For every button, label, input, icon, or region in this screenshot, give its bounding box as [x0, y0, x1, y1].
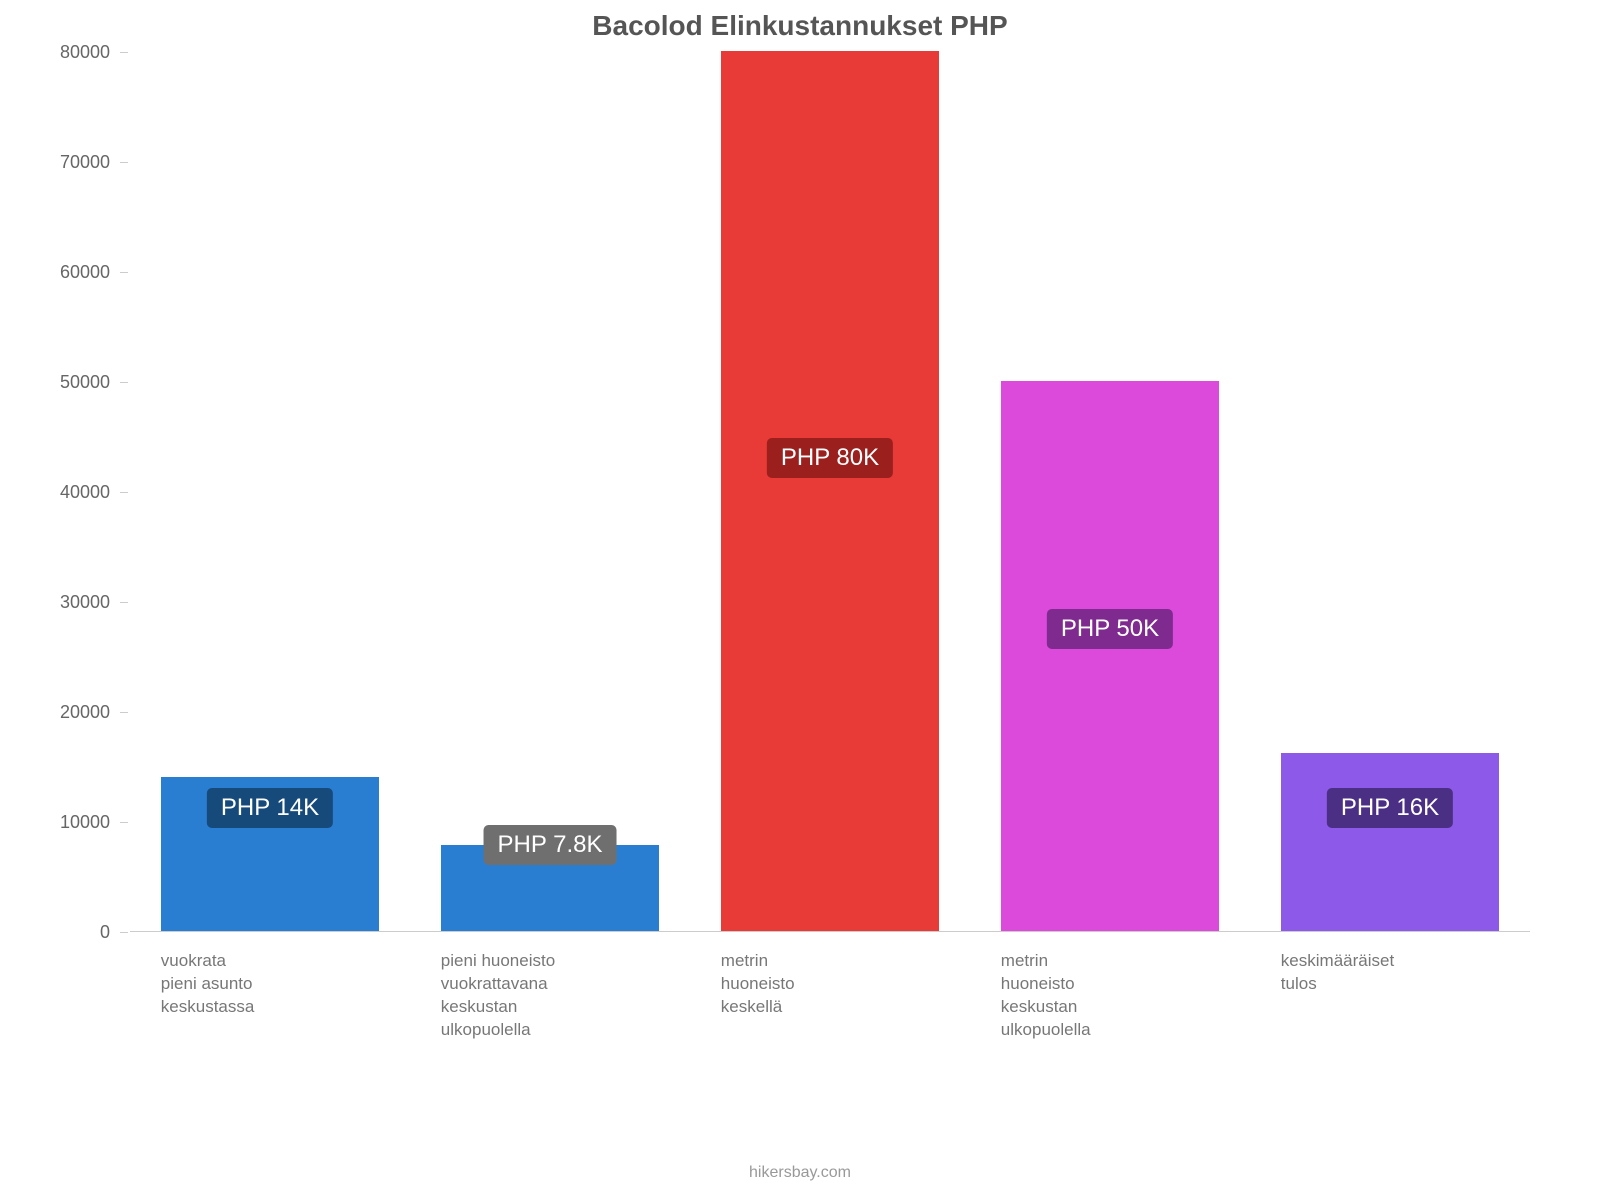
y-tick-label: 50000: [60, 372, 120, 393]
credit-text: hikersbay.com: [0, 1164, 1600, 1182]
bar-slot: PHP 7.8K: [410, 52, 690, 931]
y-tick-mark: [120, 382, 128, 383]
y-tick: 10000: [40, 812, 120, 833]
y-axis: 0100002000030000400005000060000700008000…: [40, 52, 120, 931]
x-axis-label-line: keskustan: [1001, 996, 1219, 1019]
x-axis-label-line: keskimääräiset: [1281, 950, 1499, 973]
bar: [721, 51, 939, 931]
y-tick-mark: [120, 932, 128, 933]
x-axis-label-line: tulos: [1281, 973, 1499, 996]
x-axis-label-line: huoneisto: [721, 973, 939, 996]
bar: [1281, 753, 1499, 931]
y-tick-label: 30000: [60, 592, 120, 613]
x-axis-label-line: vuokrattavana: [441, 973, 659, 996]
y-tick-label: 60000: [60, 262, 120, 283]
bar-slot: PHP 14K: [130, 52, 410, 931]
x-axis-label: pieni huoneistovuokrattavanakeskustanulk…: [441, 950, 659, 1042]
x-axis-labels: vuokratapieni asuntokeskustassa pieni huo…: [130, 950, 1530, 1100]
y-tick-label: 80000: [60, 42, 120, 63]
chart-container: Bacolod Elinkustannukset PHP 01000020000…: [40, 10, 1560, 1150]
bar-value-badge: PHP 14K: [207, 788, 333, 828]
bars-area: PHP 14K PHP 7.8K PHP 80K PHP 50K PHP 16K: [130, 52, 1530, 931]
y-tick-label: 40000: [60, 482, 120, 503]
y-tick-label: 70000: [60, 152, 120, 173]
x-axis-label-line: vuokrata: [161, 950, 379, 973]
y-tick: 40000: [40, 482, 120, 503]
y-tick-label: 20000: [60, 702, 120, 723]
x-axis-label: keskimääräisettulos: [1281, 950, 1499, 996]
bar: [1001, 381, 1219, 931]
y-tick: 30000: [40, 592, 120, 613]
y-tick-mark: [120, 162, 128, 163]
x-axis-label-line: metrin: [1001, 950, 1219, 973]
x-axis-label: vuokratapieni asuntokeskustassa: [161, 950, 379, 1019]
bar-slot: PHP 16K: [1250, 52, 1530, 931]
x-axis-label-line: metrin: [721, 950, 939, 973]
bar-value-badge: PHP 16K: [1327, 788, 1453, 828]
x-axis-label-line: keskellä: [721, 996, 939, 1019]
y-tick-mark: [120, 602, 128, 603]
y-tick-mark: [120, 822, 128, 823]
y-tick-mark: [120, 492, 128, 493]
x-axis-label-line: pieni huoneisto: [441, 950, 659, 973]
y-tick: 0: [40, 922, 120, 943]
x-axis-label-line: keskustassa: [161, 996, 379, 1019]
y-tick: 20000: [40, 702, 120, 723]
y-tick-mark: [120, 272, 128, 273]
x-axis-label-line: ulkopuolella: [441, 1019, 659, 1042]
y-tick: 50000: [40, 372, 120, 393]
bar-slot: PHP 50K: [970, 52, 1250, 931]
bar-value-badge: PHP 7.8K: [484, 825, 617, 865]
y-tick: 60000: [40, 262, 120, 283]
x-axis-label: metrinhuoneistokeskustanulkopuolella: [1001, 950, 1219, 1042]
bar-value-badge: PHP 80K: [767, 438, 893, 478]
y-tick: 70000: [40, 152, 120, 173]
y-tick: 80000: [40, 42, 120, 63]
x-axis-label-line: huoneisto: [1001, 973, 1219, 996]
bar-slot: PHP 80K: [690, 52, 970, 931]
y-tick-label: 10000: [60, 812, 120, 833]
x-axis-label-line: keskustan: [441, 996, 659, 1019]
plot-area: 0100002000030000400005000060000700008000…: [130, 52, 1530, 932]
chart-title: Bacolod Elinkustannukset PHP: [40, 10, 1560, 42]
y-tick-label: 0: [100, 922, 120, 943]
y-tick-mark: [120, 52, 128, 53]
bar-value-badge: PHP 50K: [1047, 609, 1173, 649]
x-axis-label-line: ulkopuolella: [1001, 1019, 1219, 1042]
x-axis-label: metrinhuoneistokeskellä: [721, 950, 939, 1019]
x-axis-label-line: pieni asunto: [161, 973, 379, 996]
y-tick-mark: [120, 712, 128, 713]
